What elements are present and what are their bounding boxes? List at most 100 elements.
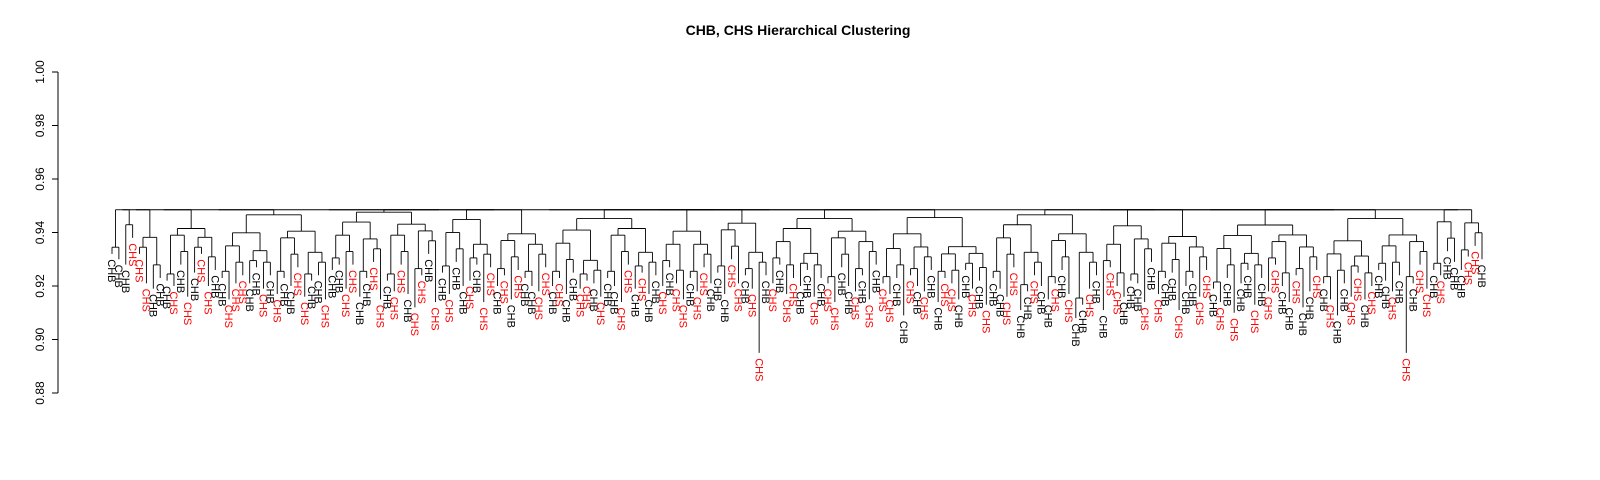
leaf-label-chs: CHS [1138,307,1150,330]
leaf-label-chb: CHB [924,275,936,298]
leaf-label-chb: CHB [491,291,503,314]
leaf-label-chb: CHB [1069,323,1081,346]
leaf-label-chs: CHS [339,294,351,317]
leaf-label-chb: CHB [215,283,227,306]
leaf-label-chb: CHB [436,278,448,301]
y-tick-label: 0.98 [33,113,47,137]
leaf-label-chb: CHB [711,278,723,301]
leaf-label-chb: CHB [1255,283,1267,306]
leaf-label-chb: CHB [1179,291,1191,314]
y-tick-label: 0.90 [33,327,47,351]
leaf-label-chs: CHS [1386,297,1398,320]
leaf-label-chb: CHB [1021,297,1033,320]
leaf-label-chb: CHB [1455,275,1467,298]
leaf-label-chs: CHS [133,259,145,282]
leaf-label-chb: CHB [1131,289,1143,312]
chart-title: CHB, CHS Hierarchical Clustering [686,22,911,38]
leaf-label-chb: CHB [1241,275,1253,298]
leaf-label-chb: CHB [973,286,985,309]
leaf-label-chb: CHB [332,270,344,293]
leaf-label-chs: CHS [415,281,427,304]
leaf-label-chs: CHS [374,305,386,328]
leaf-label-chb: CHB [1014,315,1026,338]
leaf-label-chb: CHB [1186,283,1198,306]
leaf-label-chb: CHB [931,307,943,330]
y-axis: 0.88 0.90 0.92 0.94 0.96 0.98 1.00 [33,60,59,405]
leaf-label-chb: CHB [601,283,613,306]
leaf-label-chb: CHB [1358,305,1370,328]
leaf-label-chs: CHS [484,273,496,296]
leaf-label-chs: CHS [821,289,833,312]
leaf-label-chs: CHS [1028,281,1040,304]
leaf-label-chs: CHS [752,358,764,381]
leaf-label-chb: CHB [208,275,220,298]
leaf-label-chs: CHS [394,270,406,293]
leaf-label-chb: CHB [1145,267,1157,290]
leaf-label-chb: CHB [856,281,868,304]
leaf-label-chs: CHS [511,275,523,298]
leaf-label-chs: CHS [1048,289,1060,312]
leaf-label-chb: CHB [360,283,372,306]
leaf-label-chs: CHS [780,299,792,322]
leaf-label-chs: CHS [787,283,799,306]
leaf-label-chs: CHS [1193,302,1205,325]
leaf-label-chb: CHB [1165,278,1177,301]
leaf-label-chs: CHS [1461,262,1473,285]
leaf-label-chs: CHS [1289,281,1301,304]
leaf-label-chb: CHB [1076,310,1088,333]
leaf-label-chs: CHS [477,307,489,330]
leaf-label-chb: CHB [986,283,998,306]
leaf-label-chb: CHB [800,275,812,298]
leaf-label-chs: CHS [1062,299,1074,322]
leaf-label-chb: CHB [188,278,200,301]
leaf-label-chs: CHS [938,283,950,306]
leaf-label-chs: CHS [270,299,282,322]
leaf-label-chs: CHS [580,286,592,309]
leaf-label-chs: CHS [539,273,551,296]
leaf-label-chb: CHB [277,283,289,306]
leaf-label-chs: CHS [1214,307,1226,330]
leaf-label-chb: CHB [105,259,117,282]
leaf-label-chb: CHB [739,281,751,304]
leaf-label-chs: CHS [849,297,861,320]
leaf-label-chs: CHS [966,294,978,317]
leaf-label-chb: CHB [1427,275,1439,298]
leaf-label-chs: CHS [532,297,544,320]
leaf-label-chs: CHS [181,302,193,325]
leaf-label-chb: CHB [1207,294,1219,317]
leaf-label-chb: CHB [1475,265,1487,288]
leaf-label-chb: CHB [814,283,826,306]
leaf-label-chs: CHS [573,294,585,317]
leaf-label-chb: CHB [243,289,255,312]
leaf-label-chb: CHB [263,281,275,304]
leaf-label-chs: CHS [202,291,214,314]
leaf-label-chb: CHB [759,281,771,304]
leaf-label-chb: CHB [897,321,909,344]
leaf-label-chb: CHB [1372,275,1384,298]
leaf-label-chb: CHB [518,283,530,306]
leaf-label-chs: CHS [1152,299,1164,322]
dendrogram-branches [111,209,1483,353]
leaf-label-chs: CHS [876,289,888,312]
leaf-label-chb: CHB [146,294,158,317]
leaf-label-chb: CHB [1441,257,1453,280]
y-tick-label: 0.96 [33,167,47,191]
leaf-label-chb: CHB [869,270,881,293]
leaf-label-chb: CHB [835,273,847,296]
leaf-label-chs: CHS [236,281,248,304]
leaf-label-chb: CHB [174,270,186,293]
leaf-label-chs: CHS [319,305,331,328]
leaf-label-chs: CHS [553,283,565,306]
leaf-label-chb: CHB [704,289,716,312]
leaf-label-chb: CHB [119,270,131,293]
leaf-label-chb: CHB [153,283,165,306]
leaf-label-chb: CHB [250,273,262,296]
leaf-label-chs: CHS [690,297,702,320]
leaf-label-chb: CHB [112,265,124,288]
leaf-label-chs: CHS [387,297,399,320]
leaf-label-chb: CHB [959,275,971,298]
leaf-label-chb: CHB [381,286,393,309]
leaf-label-chs: CHS [442,299,454,322]
leaf-label-chs: CHS [1324,305,1336,328]
leaf-label-chs: CHS [1310,275,1322,298]
